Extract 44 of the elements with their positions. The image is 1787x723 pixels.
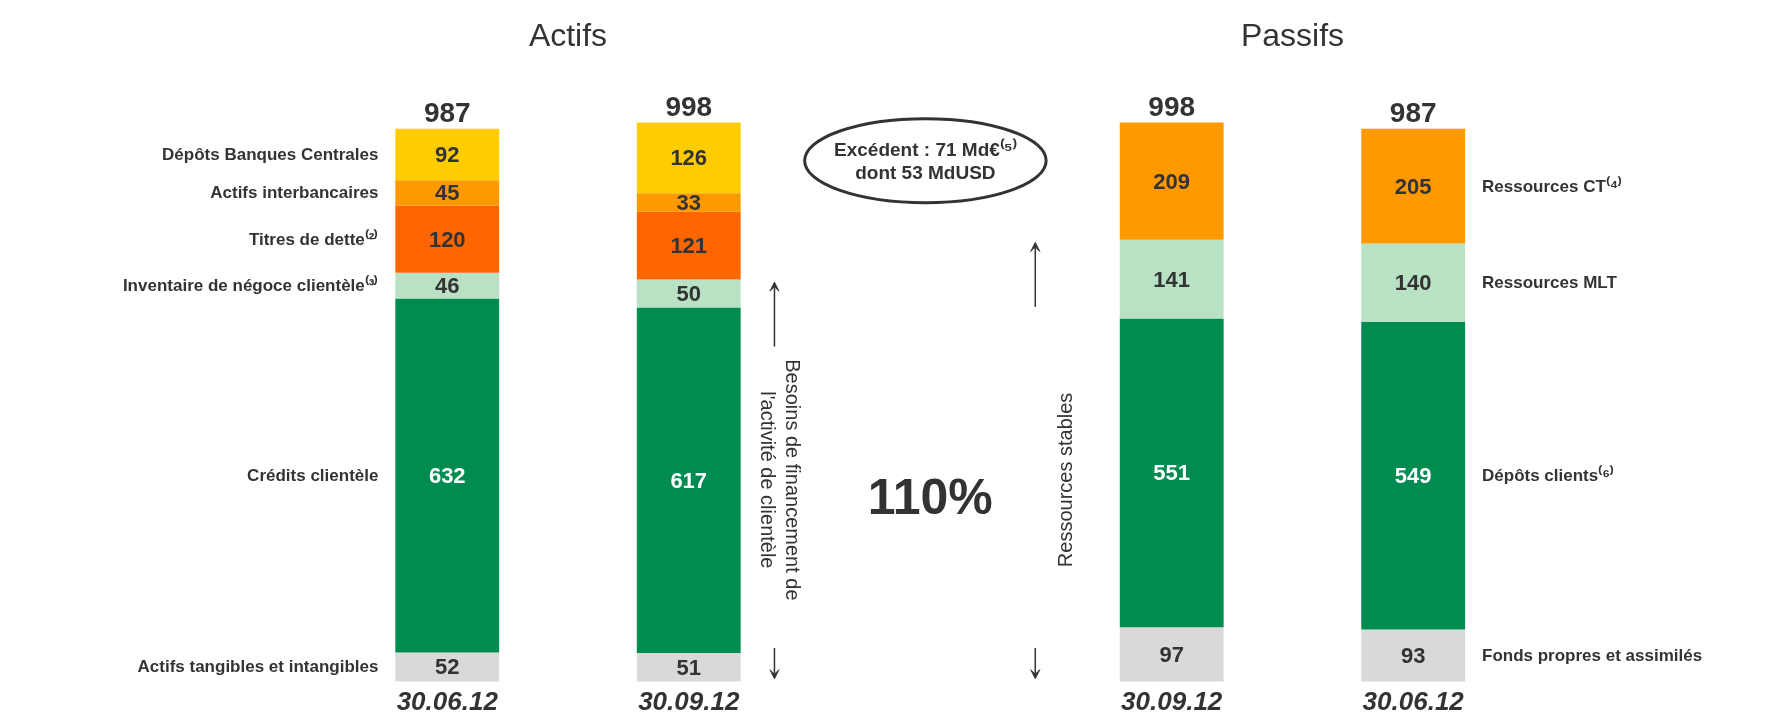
total-label: 998 [1148, 90, 1196, 122]
annotation: Ressources stables [1054, 392, 1077, 568]
data-label: 120 [428, 226, 466, 252]
data-label: 632 [428, 462, 466, 488]
data-label: 33 [676, 189, 701, 215]
series-label: Fonds propres et assimilés [1482, 645, 1703, 665]
x-tick-label: 30.06.12 [1362, 685, 1465, 716]
data-label: 205 [1394, 173, 1432, 199]
series-label: Dépôts clients⁽⁶⁾ [1482, 465, 1615, 486]
data-label: 549 [1394, 463, 1432, 489]
data-label: 97 [1159, 641, 1184, 667]
data-label: 46 [435, 273, 460, 299]
data-label: 617 [670, 467, 708, 493]
series-label: Actifs tangibles et intangibles [137, 657, 379, 677]
text: Passifs [1240, 16, 1345, 53]
series-label: Actifs interbancaires [210, 183, 379, 203]
annotation: Besoins de financement de l'activité de clientèle [757, 359, 804, 601]
data-label: 551 [1153, 460, 1191, 486]
series-label: Crédits clientèle [247, 465, 379, 485]
series-label: Titres de dette⁽²⁾ [248, 228, 379, 249]
series-label: Dépôts Banques Centrales [162, 145, 379, 165]
data-label: 140 [1394, 270, 1432, 296]
series-label: Inventaire de négoce clientèle⁽³⁾ [122, 275, 379, 296]
data-label: 126 [670, 145, 708, 171]
series-label: Ressources MLT [1482, 273, 1618, 293]
total-label: 987 [1389, 97, 1437, 129]
annotation: 110% [867, 468, 993, 525]
data-label: 209 [1153, 168, 1191, 194]
data-label: 141 [1153, 266, 1191, 292]
data-label: 51 [676, 654, 701, 680]
x-tick-label: 30.09.12 [638, 685, 740, 716]
annotation: Excédent : 71 Md€⁽⁵⁾ dont 53 MdUSD [834, 137, 1017, 183]
data-label: 93 [1400, 642, 1426, 668]
data-label: 121 [670, 233, 708, 259]
data-label: 50 [676, 280, 701, 306]
series-label: Ressources CT⁽⁴⁾ [1482, 175, 1623, 196]
x-tick-label: 30.09.12 [1121, 685, 1223, 716]
text: Actifs [528, 16, 608, 53]
data-label: 45 [435, 180, 460, 206]
data-label: 92 [435, 142, 460, 168]
total-label: 998 [665, 90, 713, 122]
total-label: 987 [423, 97, 471, 129]
x-tick-label: 30.06.12 [396, 685, 499, 716]
data-label: 52 [435, 654, 460, 680]
